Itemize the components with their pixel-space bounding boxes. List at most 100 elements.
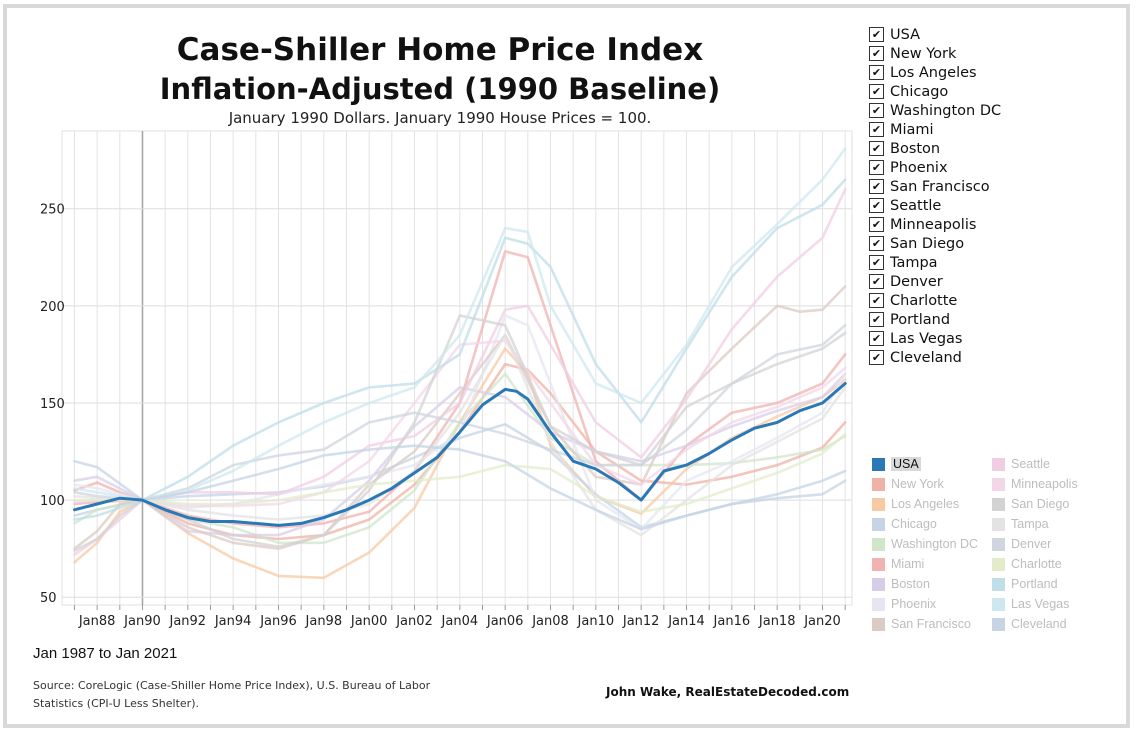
source-note: Source: CoreLogic (Case-Shiller Home Pri… [33, 679, 431, 710]
filter-item-new-york[interactable]: ✔ New York [869, 44, 1001, 63]
legend-item-san-diego[interactable]: San Diego [992, 496, 1069, 512]
x-tick-label: Jan16 [713, 614, 751, 629]
legend-item-miami[interactable]: Miami [872, 556, 924, 572]
x-tick-label: Jan92 [169, 614, 207, 629]
legend-label: San Francisco [891, 617, 971, 631]
checkbox-checked-icon[interactable]: ✔ [869, 255, 884, 270]
filter-item-las-vegas[interactable]: ✔ Las Vegas [869, 329, 1001, 348]
x-tick-label: Jan90 [123, 614, 161, 629]
x-tick-label: Jan06 [486, 614, 524, 629]
legend-item-las-vegas[interactable]: Las Vegas [992, 596, 1069, 612]
checkbox-checked-icon[interactable]: ✔ [869, 160, 884, 175]
filter-item-label: USA [890, 26, 921, 43]
filter-item-phoenix[interactable]: ✔ Phoenix [869, 158, 1001, 177]
series-line-boston [73, 372, 847, 537]
x-tick-label: Jan02 [395, 614, 433, 629]
checkbox-checked-icon[interactable]: ✔ [869, 274, 884, 289]
legend-item-minneapolis[interactable]: Minneapolis [992, 476, 1078, 492]
filter-item-minneapolis[interactable]: ✔ Minneapolis [869, 215, 1001, 234]
checkbox-checked-icon[interactable]: ✔ [869, 217, 884, 232]
legend-label: Phoenix [891, 597, 937, 611]
legend-label: Las Vegas [1011, 597, 1070, 611]
filter-item-los-angeles[interactable]: ✔ Los Angeles [869, 63, 1001, 82]
legend-item-new-york[interactable]: New York [872, 476, 944, 492]
checkbox-checked-icon[interactable]: ✔ [869, 65, 884, 80]
checkbox-checked-icon[interactable]: ✔ [869, 103, 884, 118]
legend-label: Boston [891, 577, 930, 591]
legend-label: New York [891, 477, 944, 491]
grid-layer [61, 130, 853, 606]
checkbox-checked-icon[interactable]: ✔ [869, 27, 884, 42]
filter-item-chicago[interactable]: ✔ Chicago [869, 82, 1001, 101]
legend-item-phoenix[interactable]: Phoenix [872, 596, 936, 612]
legend-item-portland[interactable]: Portland [992, 576, 1058, 592]
legend-item-tampa[interactable]: Tampa [992, 516, 1049, 532]
filter-item-seattle[interactable]: ✔ Seattle [869, 196, 1001, 215]
legend-item-usa[interactable]: USA [872, 456, 921, 472]
filter-item-label: Las Vegas [890, 330, 963, 347]
filter-item-portland[interactable]: ✔ Portland [869, 310, 1001, 329]
y-tick-label: 100 [40, 494, 65, 509]
checkbox-checked-icon[interactable]: ✔ [869, 236, 884, 251]
legend-label: Tampa [1011, 517, 1049, 531]
legend-label: Denver [1011, 537, 1052, 551]
legend-swatch [992, 477, 1005, 491]
series-line-denver [73, 323, 847, 502]
legend-item-boston[interactable]: Boston [872, 576, 930, 592]
filter-item-boston[interactable]: ✔ Boston [869, 139, 1001, 158]
filter-item-label: San Diego [890, 235, 965, 252]
legend-item-washington-dc[interactable]: Washington DC [872, 536, 978, 552]
filter-item-label: Charlotte [890, 292, 958, 309]
filter-item-label: Chicago [890, 83, 949, 100]
legend-swatch [992, 517, 1005, 531]
legend-swatch [872, 597, 885, 611]
legend-swatch [992, 557, 1005, 571]
legend-label: Los Angeles [891, 497, 960, 511]
filter-item-san-francisco[interactable]: ✔ San Francisco [869, 177, 1001, 196]
x-tick-label: Jan10 [577, 614, 615, 629]
series-line-usa [73, 382, 847, 527]
legend-item-los-angeles[interactable]: Los Angeles [872, 496, 959, 512]
checkbox-checked-icon[interactable]: ✔ [869, 350, 884, 365]
line-chart: 50 100 150 200 250 Jan88 Jan90 Jan92 Jan94 Jan96… [40, 130, 853, 629]
legend-swatch [872, 497, 885, 511]
filter-item-usa[interactable]: ✔ USA [869, 25, 1001, 44]
legend-item-chicago[interactable]: Chicago [872, 516, 937, 532]
legend-item-seattle[interactable]: Seattle [992, 456, 1050, 472]
filter-item-label: Denver [890, 273, 943, 290]
series-line-portland [73, 178, 847, 521]
legend-swatch [992, 597, 1005, 611]
legend-swatch [992, 497, 1005, 511]
filter-item-label: Miami [890, 121, 934, 138]
checkbox-checked-icon[interactable]: ✔ [869, 331, 884, 346]
checkbox-checked-icon[interactable]: ✔ [869, 312, 884, 327]
x-tick-label: Jan94 [214, 614, 252, 629]
filter-item-label: San Francisco [890, 178, 990, 195]
y-tick-label: 150 [40, 397, 65, 412]
filter-item-miami[interactable]: ✔ Miami [869, 120, 1001, 139]
legend-swatch [992, 457, 1005, 471]
legend-item-cleveland[interactable]: Cleveland [992, 616, 1067, 632]
x-tick-label: Jan12 [622, 614, 660, 629]
checkbox-checked-icon[interactable]: ✔ [869, 122, 884, 137]
legend-label: Chicago [891, 517, 937, 531]
chart-title-line-1: Case-Shiller Home Price Index [176, 32, 704, 68]
checkbox-checked-icon[interactable]: ✔ [869, 84, 884, 99]
legend-item-denver[interactable]: Denver [992, 536, 1051, 552]
checkbox-checked-icon[interactable]: ✔ [869, 46, 884, 61]
filter-item-label: Washington DC [890, 102, 1002, 119]
filter-item-cleveland[interactable]: ✔ Cleveland [869, 348, 1001, 367]
filter-item-denver[interactable]: ✔ Denver [869, 272, 1001, 291]
checkbox-checked-icon[interactable]: ✔ [869, 141, 884, 156]
filter-item-tampa[interactable]: ✔ Tampa [869, 253, 1001, 272]
filter-item-san-diego[interactable]: ✔ San Diego [869, 234, 1001, 253]
series-line-las-vegas [73, 147, 847, 502]
checkbox-checked-icon[interactable]: ✔ [869, 293, 884, 308]
checkbox-checked-icon[interactable]: ✔ [869, 198, 884, 213]
checkbox-checked-icon[interactable]: ✔ [869, 179, 884, 194]
filter-item-washington-dc[interactable]: ✔ Washington DC [869, 101, 1001, 120]
legend-item-charlotte[interactable]: Charlotte [992, 556, 1062, 572]
x-tick-label: Jan18 [758, 614, 796, 629]
legend-item-san-francisco[interactable]: San Francisco [872, 616, 971, 632]
filter-item-charlotte[interactable]: ✔ Charlotte [869, 291, 1001, 310]
